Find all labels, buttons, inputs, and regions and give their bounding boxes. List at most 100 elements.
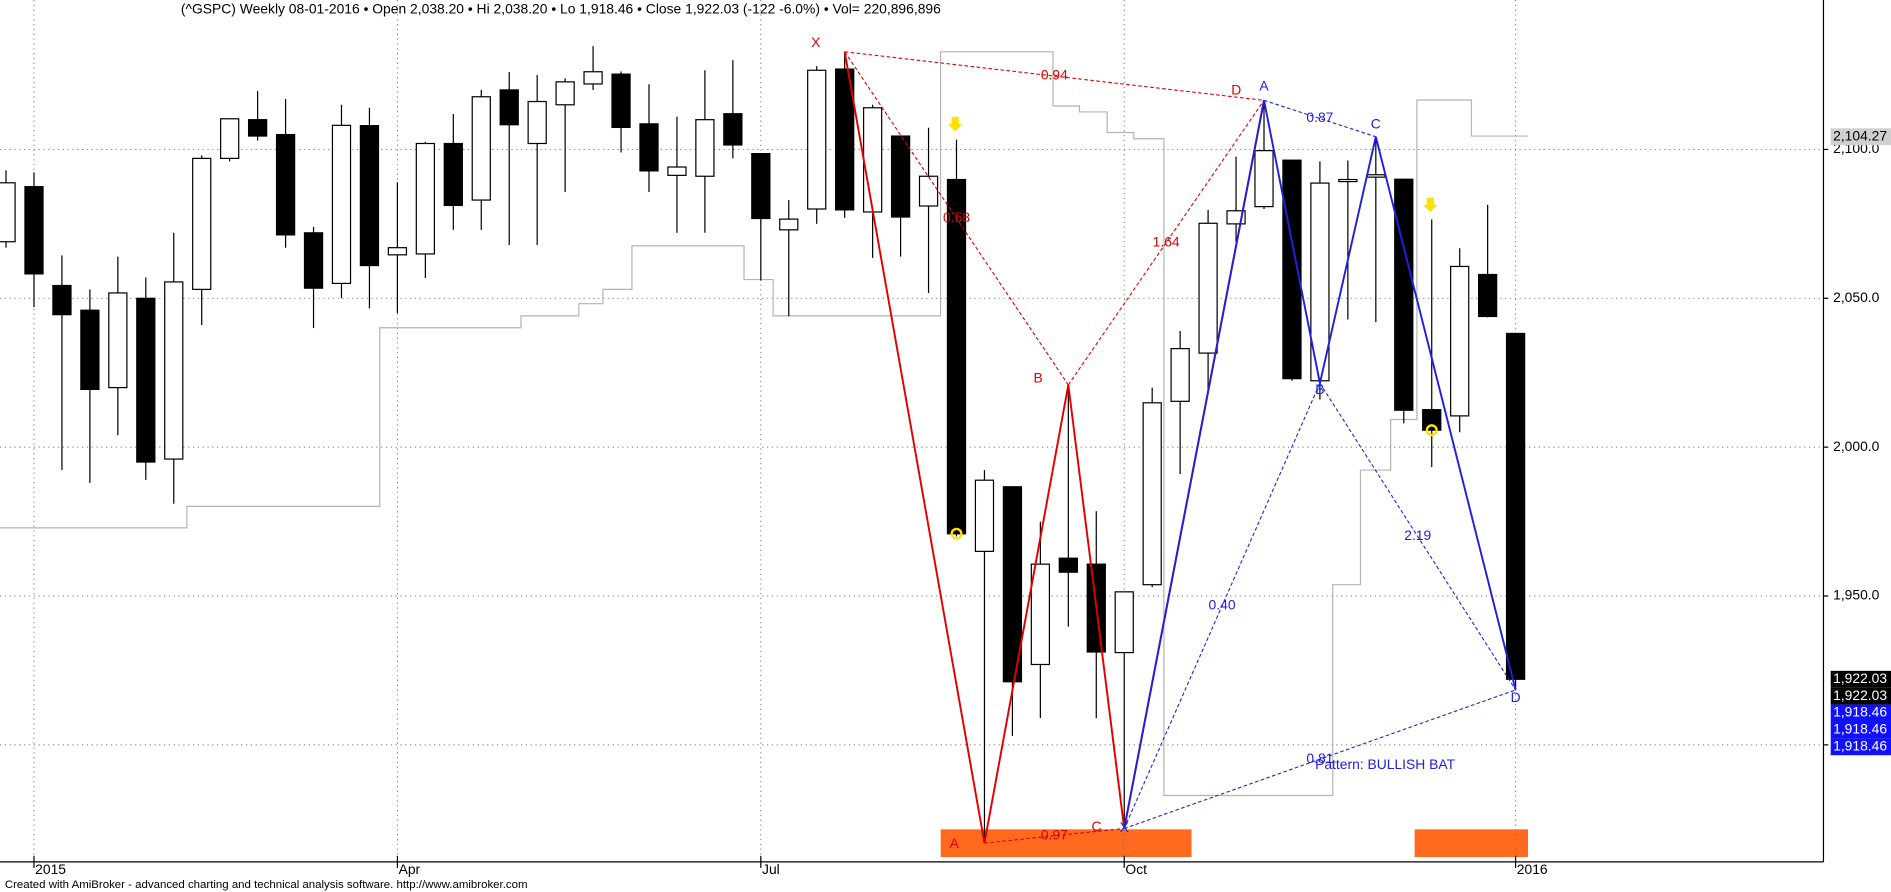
pattern-point-label: B — [1315, 381, 1324, 397]
pattern-ratio: 0.81 — [1306, 750, 1333, 766]
candle-body — [1450, 265, 1470, 417]
pattern-leg — [1318, 136, 1377, 384]
pattern-point-label: C — [1091, 818, 1101, 834]
candle-body — [359, 125, 380, 267]
pattern-leg — [1374, 136, 1517, 691]
pattern-leg — [843, 51, 986, 844]
price-label: 2,104.27 — [1833, 127, 1887, 143]
candle-body — [387, 247, 408, 256]
candle-body — [862, 107, 883, 213]
pattern-ratio-line — [1263, 99, 1376, 138]
signal-arrow — [947, 116, 963, 132]
candle-body — [1142, 402, 1162, 586]
candle-body — [1338, 178, 1358, 183]
candle-body — [1254, 150, 1274, 208]
pattern-ratio-line — [844, 51, 1265, 101]
candle-body — [52, 284, 72, 316]
candle-body — [108, 292, 128, 389]
y-tick-label: 2,050.0 — [1833, 289, 1880, 305]
y-tick-label: 1,950.0 — [1833, 587, 1880, 603]
candle-body — [1422, 409, 1442, 431]
pattern-leg — [983, 384, 1070, 844]
price-label: 1,918.46 — [1833, 721, 1887, 737]
candle-body — [611, 73, 631, 129]
price-label: 1,922.03 — [1833, 687, 1887, 703]
x-tick-label: Jul — [762, 861, 780, 877]
candle-body — [275, 133, 296, 236]
candle-body — [1198, 222, 1218, 354]
background-layer — [940, 829, 1528, 858]
candle-body — [443, 142, 463, 207]
pattern-point-label: C — [1371, 115, 1381, 131]
pattern-ratio-line — [984, 827, 1125, 844]
pattern-point-label: D — [1231, 81, 1241, 97]
pattern-point-label: X — [811, 34, 820, 50]
price-label: 1,918.46 — [1833, 737, 1887, 753]
candle-body — [24, 186, 44, 275]
candle-body — [80, 309, 100, 391]
signal-circle — [950, 527, 963, 540]
price-label-box — [1830, 670, 1891, 688]
price-label: 1,922.03 — [1833, 670, 1887, 686]
signal-layer — [947, 116, 1438, 540]
pattern-ratio: 1.64 — [1153, 233, 1180, 249]
candle-body — [723, 113, 743, 146]
pattern-ratio: 0.97 — [1041, 826, 1068, 842]
pattern-ratio: 2.19 — [1404, 527, 1431, 543]
candle-body — [331, 124, 352, 285]
price-label-box — [1830, 128, 1891, 146]
candle-body — [1058, 557, 1078, 573]
pattern-name: Pattern: BULLISH BAT — [1315, 756, 1456, 772]
candle-body — [555, 81, 575, 106]
candle-body — [136, 297, 156, 463]
pattern-ratio: 0.58 — [943, 209, 970, 225]
candle-body — [1030, 563, 1051, 666]
pattern-point-label: A — [1259, 78, 1269, 94]
pattern-leg — [1123, 100, 1265, 829]
candle-body — [1477, 273, 1498, 318]
zone-box — [1414, 829, 1528, 858]
pattern-point-label: A — [950, 835, 960, 851]
pattern-ratio-line — [1067, 100, 1265, 386]
candle-body — [918, 175, 939, 207]
x-tick-label: 2016 — [1517, 861, 1548, 877]
price-label-box — [1830, 721, 1891, 739]
pattern-ratio-line — [1124, 689, 1516, 830]
candle-body — [890, 135, 911, 218]
candle-body — [1170, 348, 1190, 402]
footer: Created with AmiBroker - advanced charti… — [5, 879, 528, 891]
price-label-box — [1830, 704, 1891, 722]
candle-body — [695, 119, 715, 177]
candle-body — [779, 218, 799, 231]
candle-body — [0, 182, 16, 243]
x-tick-label: Oct — [1125, 861, 1147, 877]
x-tick-label: 2015 — [35, 861, 66, 877]
candle-body — [667, 166, 687, 176]
pattern-point-label: D — [1511, 689, 1521, 705]
price-label-box — [1830, 738, 1891, 756]
candle-body — [303, 232, 324, 289]
candle-body — [583, 71, 603, 85]
candle-body — [1366, 174, 1386, 178]
candle-body — [751, 153, 771, 220]
candle-body — [835, 68, 855, 211]
candle-body — [527, 100, 547, 145]
price-label: 1,918.46 — [1833, 704, 1887, 720]
pattern-ratio-line — [844, 51, 1069, 386]
candle-body — [1394, 178, 1414, 411]
x-tick-label: Apr — [399, 861, 421, 877]
candle-body — [1002, 486, 1023, 683]
pattern-ratio: 0.87 — [1306, 109, 1333, 125]
price-label-box — [1830, 687, 1891, 705]
chart-title: (^GSPC) Weekly 08-01-2016 • Open 2,038.2… — [181, 0, 941, 16]
candle-body — [220, 118, 240, 159]
candle-body — [192, 157, 212, 290]
candle-body — [471, 96, 491, 201]
pattern-ratio-line — [1123, 382, 1321, 829]
pattern-leg — [1067, 384, 1126, 829]
signal-arrow — [1423, 197, 1438, 213]
pattern-ratio: 0.40 — [1209, 596, 1236, 612]
y-tick-label: 2,000.0 — [1833, 438, 1880, 454]
pattern-leg — [1263, 100, 1321, 384]
